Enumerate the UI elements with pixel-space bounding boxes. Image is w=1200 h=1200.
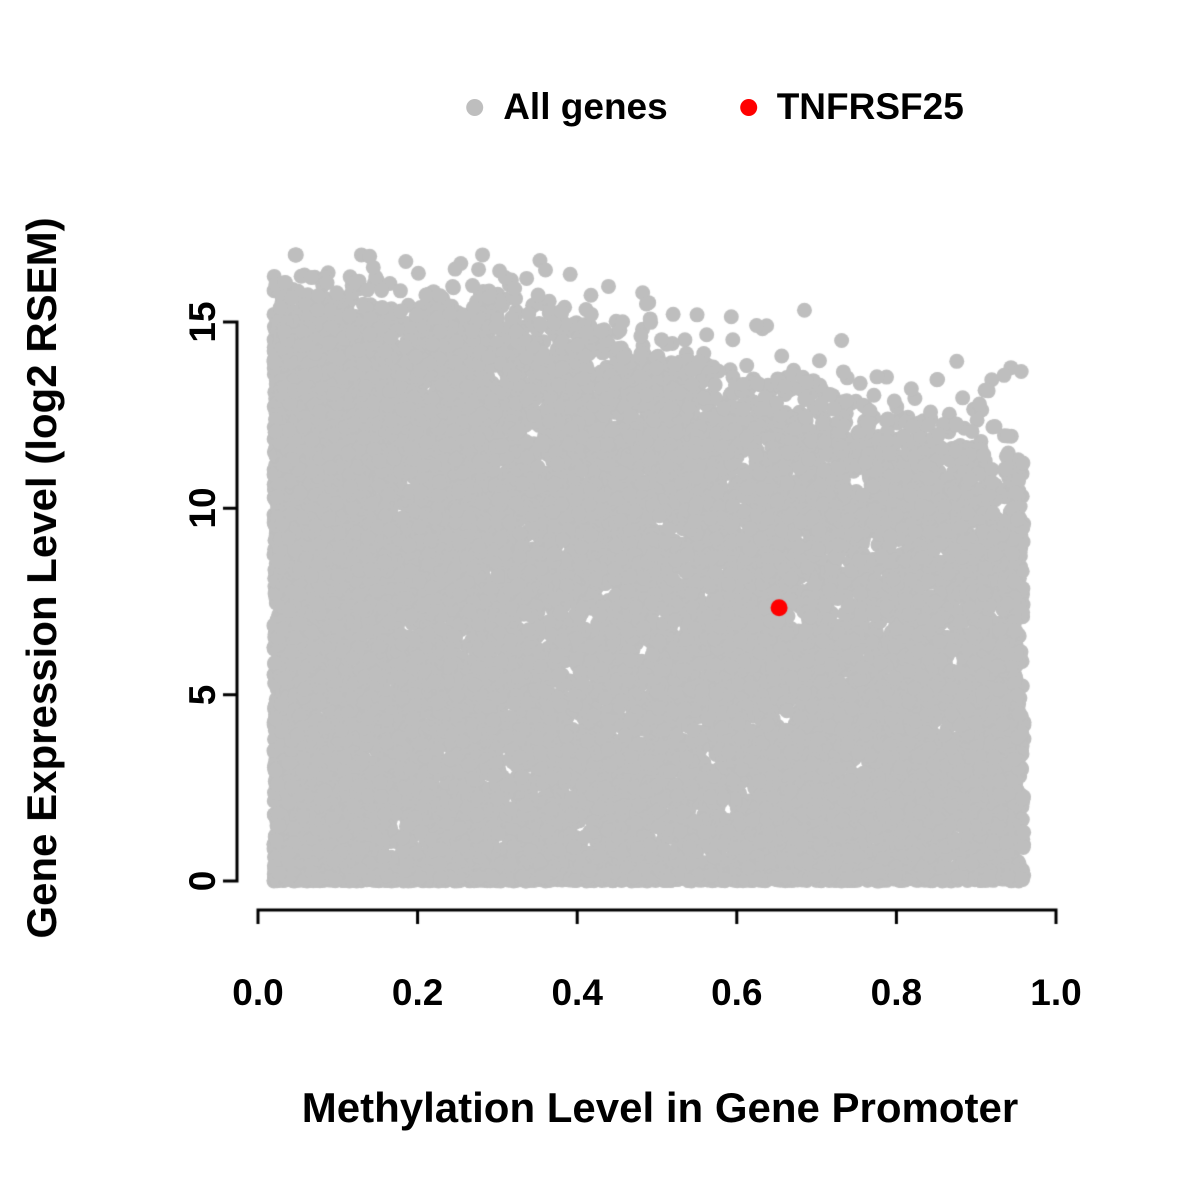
legend-item-tnfrsf25: TNFRSF25 [739,86,964,128]
legend-label-all-genes: All genes [503,86,668,127]
y-tick-label: 15 [182,301,223,343]
x-tick-label: 0.8 [870,972,923,1013]
x-tick-label: 0.0 [232,972,284,1013]
legend-label-tnfrsf25: TNFRSF25 [776,86,964,127]
x-tick-label: 0.4 [551,972,603,1013]
all-genes-dot-icon [466,98,484,116]
legend: All genes TNFRSF25 [466,86,964,128]
y-tick-label: 10 [182,487,223,529]
y-axis-label: Gene Expression Level (log2 RSEM) [18,217,65,939]
tnfrsf25-dot-icon [739,98,757,116]
x-axis-label: Methylation Level in Gene Promoter [301,1084,1019,1131]
x-tick-label: 0.2 [391,972,444,1013]
x-tick-label: 0.6 [711,972,763,1013]
y-tick-label: 5 [182,684,223,705]
x-tick-label: 1.0 [1030,972,1082,1013]
legend-item-all-genes: All genes [466,86,668,128]
y-tick-label: 0 [182,870,223,892]
